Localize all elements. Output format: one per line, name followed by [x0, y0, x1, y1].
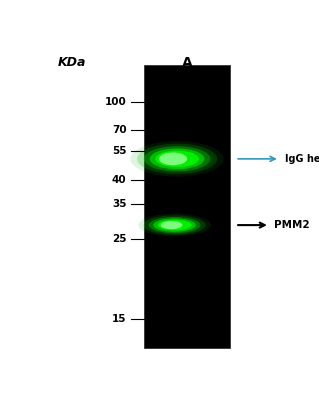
Text: 100: 100	[105, 97, 126, 107]
Ellipse shape	[149, 217, 201, 233]
Text: A: A	[182, 56, 192, 70]
Bar	[144, 65, 230, 348]
Ellipse shape	[150, 148, 204, 169]
Ellipse shape	[153, 218, 196, 232]
Ellipse shape	[137, 144, 217, 174]
Ellipse shape	[138, 214, 211, 236]
Ellipse shape	[158, 220, 191, 230]
Text: KDa: KDa	[58, 56, 86, 69]
Text: IgG heavy chain: IgG heavy chain	[285, 154, 319, 164]
Ellipse shape	[130, 141, 224, 177]
Text: 40: 40	[112, 176, 126, 186]
Text: 55: 55	[112, 146, 126, 156]
Text: 35: 35	[112, 198, 126, 208]
Text: 70: 70	[112, 125, 126, 135]
Text: PMM2: PMM2	[273, 220, 309, 230]
Ellipse shape	[144, 215, 206, 235]
Ellipse shape	[159, 152, 187, 165]
Text: 25: 25	[112, 234, 126, 244]
Ellipse shape	[160, 221, 182, 229]
Text: 15: 15	[112, 314, 126, 324]
Ellipse shape	[144, 146, 211, 172]
Ellipse shape	[155, 151, 199, 167]
